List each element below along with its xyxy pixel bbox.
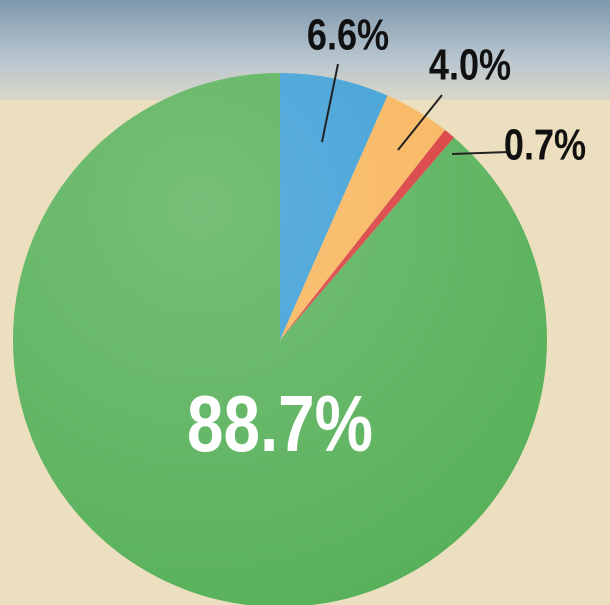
value-label: 0.7% [504,120,586,169]
chart: 6.6% 4.0% 0.7% 88.7% [0,0,610,605]
value-label: 88.7% [187,379,373,469]
value-label: 6.6% [307,10,389,59]
page: {"chart_data": {"type": "pie", "values":… [0,0,610,605]
value-label: 4.0% [429,40,511,89]
